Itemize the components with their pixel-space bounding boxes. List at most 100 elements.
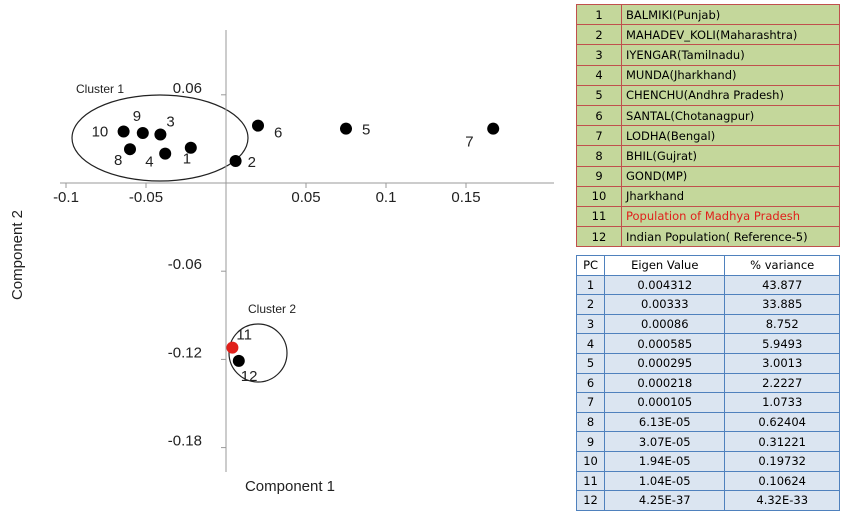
- table-row: 3 0.00086 8.752: [575, 313, 840, 335]
- x-tick-label: 0.15: [451, 189, 480, 206]
- x-tick-label: 0.05: [291, 189, 320, 206]
- table-cell: 6: [576, 104, 622, 127]
- table-cell: 6.13E-05: [604, 411, 726, 433]
- table-cell: 10: [575, 450, 606, 472]
- y-tick-label: -0.12: [168, 344, 202, 361]
- table-cell: 9: [576, 165, 622, 187]
- point: [117, 125, 130, 138]
- table-cell: 5.9493: [724, 333, 840, 354]
- table-cell: 11: [576, 205, 622, 228]
- table-cell: 10: [576, 185, 622, 207]
- table-row: 8 6.13E-05 0.62404: [575, 411, 840, 433]
- x-tick-label: -0.05: [129, 189, 163, 206]
- table-cell: 8.752: [724, 313, 840, 335]
- point: [184, 141, 197, 154]
- table-cell: % variance: [724, 255, 840, 276]
- x-tick-label: -0.1: [53, 189, 79, 206]
- table-row: 11 1.04E-05 0.10624: [575, 470, 840, 492]
- point-label: 9: [133, 108, 141, 125]
- table-row: 12 Indian Population( Reference-5): [576, 226, 840, 248]
- y-tick-label: -0.18: [168, 433, 202, 450]
- table-row: 12 4.25E-37 4.32E-33: [575, 490, 840, 511]
- table-cell: 7: [575, 392, 606, 413]
- table-cell: 12: [576, 226, 622, 248]
- table-cell: GOND(MP): [621, 165, 840, 187]
- table-row: 4 MUNDA(Jharkhand): [576, 64, 840, 86]
- table-cell: 12: [575, 490, 606, 511]
- table-cell: 4.25E-37: [604, 490, 726, 511]
- point-label: 6: [274, 125, 282, 142]
- table-row: 9 3.07E-05 0.31221: [575, 431, 840, 452]
- table-cell: 0.00086: [604, 313, 726, 335]
- table-cell: Eigen Value: [604, 255, 726, 276]
- table-cell: 0.000295: [604, 352, 726, 374]
- point: [229, 154, 242, 167]
- table-cell: 4.32E-33: [724, 490, 840, 511]
- table-cell: 43.877: [724, 274, 840, 296]
- table-cell: IYENGAR(Tamilnadu): [621, 44, 840, 66]
- table-row: 10 1.94E-05 0.19732: [575, 450, 840, 472]
- table-row: 7 LODHA(Bengal): [576, 125, 840, 147]
- point-label: 11: [236, 327, 252, 344]
- table-cell: 4: [575, 333, 606, 354]
- table-row: 1 0.004312 43.877: [575, 274, 840, 296]
- table-row: 5 CHENCHU(Andhra Pradesh): [576, 84, 840, 106]
- table-cell: 1: [575, 274, 606, 296]
- point-label: 12: [241, 368, 258, 385]
- table-cell: 7: [576, 125, 622, 147]
- cluster-outline: [228, 323, 288, 383]
- table-cell: MAHADEV_KOLI(Maharashtra): [621, 24, 840, 46]
- point-label: 8: [114, 152, 122, 169]
- table-cell: CHENCHU(Andhra Pradesh): [621, 84, 840, 106]
- table-cell: SANTAL(Chotanagpur): [621, 104, 840, 127]
- point: [154, 128, 167, 141]
- table-cell: 1.94E-05: [604, 450, 726, 472]
- table-cell: 2.2227: [724, 372, 840, 394]
- table-cell: 0.00333: [604, 294, 726, 315]
- point: [232, 354, 245, 367]
- table-row: 8 BHIL(Gujrat): [576, 145, 840, 167]
- table-cell: 1: [576, 3, 622, 26]
- chart: Cluster 1 Cluster 2 Component 1 Componen…: [9, 30, 554, 495]
- table-row: 9 GOND(MP): [576, 165, 840, 187]
- table-cell: PC: [575, 255, 606, 276]
- populations-table: 1 BALMIKI(Punjab) 2 MAHADEV_KOLI(Maharashtr…: [576, 3, 840, 248]
- y-axis-label: Component 2: [9, 210, 26, 300]
- table-cell: 0.000585: [604, 333, 726, 354]
- table-row: 10 Jharkhand: [576, 185, 840, 207]
- table-cell: Jharkhand: [621, 185, 840, 207]
- table-row: 7 0.000105 1.0733: [575, 392, 840, 413]
- table-row: 4 0.000585 5.9493: [575, 333, 840, 354]
- table-cell: 9: [575, 431, 606, 452]
- table-cell: 11: [575, 470, 606, 492]
- variance-table: PC Eigen Value% variance 1 0.004312 43.877 2 0…: [575, 255, 840, 511]
- table-cell: MUNDA(Jharkhand): [621, 64, 840, 86]
- annotation: Cluster 1: [76, 82, 124, 96]
- table-cell: BHIL(Gujrat): [621, 145, 840, 167]
- table-cell: LODHA(Bengal): [621, 125, 840, 147]
- point: [136, 127, 149, 140]
- x-axis-label: Component 1: [245, 478, 335, 495]
- table-cell: 1.04E-05: [604, 470, 726, 492]
- table-cell: 6: [575, 372, 606, 394]
- point-label: 5: [362, 122, 370, 139]
- table-cell: 8: [576, 145, 622, 167]
- table-cell: 0.004312: [604, 274, 726, 296]
- table-row: 3 IYENGAR(Tamilnadu): [576, 44, 840, 66]
- point: [124, 143, 136, 156]
- point: [159, 147, 172, 160]
- point: [340, 122, 352, 135]
- table-row: 2 0.00333 33.885: [575, 294, 840, 315]
- point-label: 4: [145, 154, 153, 171]
- table-cell: 5: [575, 352, 606, 374]
- table-cell: 2: [576, 24, 622, 46]
- point-label: 3: [166, 113, 174, 130]
- annotation: Cluster 2: [248, 302, 296, 316]
- table-cell: 3: [575, 313, 606, 335]
- table-row: 2 MAHADEV_KOLI(Maharashtra): [576, 24, 840, 46]
- table-cell: Indian Population( Reference-5): [621, 226, 840, 248]
- point: [226, 341, 239, 354]
- table-cell: 0.10624: [724, 470, 840, 492]
- x-tick-label: 0.1: [376, 189, 397, 206]
